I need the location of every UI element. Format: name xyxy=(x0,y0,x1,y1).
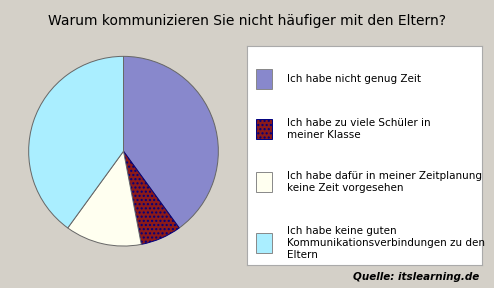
Text: Ich habe nicht genug Zeit: Ich habe nicht genug Zeit xyxy=(287,74,421,84)
Text: Ich habe dafür in meiner Zeitplanung
keine Zeit vorgesehen: Ich habe dafür in meiner Zeitplanung kei… xyxy=(287,171,482,193)
Wedge shape xyxy=(29,56,124,228)
Text: Ich habe keine guten
Kommunikationsverbindungen zu den
Eltern: Ich habe keine guten Kommunikationsverbi… xyxy=(287,226,485,260)
Text: Quelle: itslearning.de: Quelle: itslearning.de xyxy=(353,272,479,282)
Wedge shape xyxy=(124,56,218,228)
Text: Ich habe zu viele Schüler in
meiner Klasse: Ich habe zu viele Schüler in meiner Klas… xyxy=(287,118,430,140)
Bar xyxy=(256,69,272,89)
Wedge shape xyxy=(68,151,141,246)
Wedge shape xyxy=(124,151,179,244)
Bar xyxy=(256,233,272,253)
Text: Warum kommunizieren Sie nicht häufiger mit den Eltern?: Warum kommunizieren Sie nicht häufiger m… xyxy=(48,14,446,29)
Bar xyxy=(256,120,272,139)
Bar xyxy=(256,172,272,192)
